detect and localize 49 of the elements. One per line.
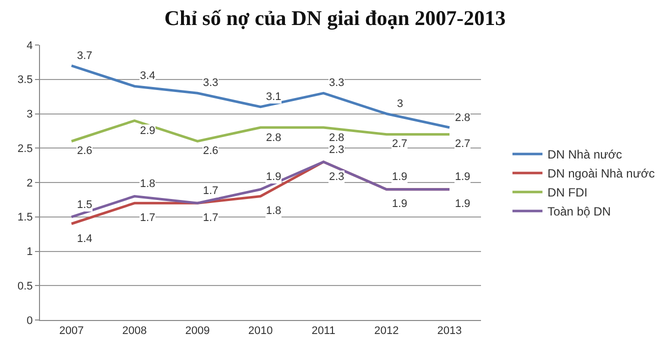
data-label: 3 [397, 98, 404, 110]
x-tick-label: 2008 [122, 325, 147, 338]
legend-label: DN Nhà nước [547, 148, 622, 162]
y-tick-label: 2.5 [18, 142, 33, 155]
data-label: 1.9 [455, 198, 470, 210]
x-tick-label: 2009 [185, 325, 210, 338]
data-label: 2.8 [329, 132, 344, 144]
x-tick-label: 2013 [437, 325, 462, 338]
data-label: 1.9 [455, 171, 470, 183]
data-label: 2.9 [140, 125, 156, 137]
x-tick-label: 2007 [59, 325, 84, 338]
data-label: 1.9 [392, 171, 408, 183]
data-label: 1.4 [77, 233, 92, 245]
legend-label: DN FDI [547, 186, 588, 200]
x-tick-label: 2011 [312, 325, 336, 338]
legend-label: Toàn bộ DN [547, 204, 611, 219]
data-label: 1.8 [140, 178, 156, 190]
data-label: 1.9 [266, 171, 282, 183]
y-tick-label: 0.5 [18, 280, 33, 292]
data-label: 2.3 [329, 171, 344, 183]
data-label: 1.8 [266, 205, 282, 217]
y-tick-label: 0 [26, 314, 33, 327]
data-label: 3.3 [329, 77, 344, 89]
data-label: 2.7 [455, 138, 470, 150]
data-label: 2.7 [392, 138, 408, 150]
chart-title: Chỉ số nợ của DN giai đoạn 2007-2013 [164, 6, 506, 30]
data-label: 3.7 [77, 50, 92, 62]
data-label: 3.1 [266, 91, 282, 103]
data-label: 2.8 [266, 132, 282, 144]
legend-label: DN ngoài Nhà nước [547, 166, 655, 181]
x-tick-label: 2012 [374, 325, 399, 338]
data-label: 2.3 [329, 144, 344, 156]
data-label: 1.5 [77, 199, 92, 211]
data-label: 1.7 [203, 212, 218, 224]
data-label: 2.6 [203, 145, 218, 157]
x-tick-label: 2010 [248, 325, 273, 338]
y-tick-label: 2 [26, 177, 33, 190]
data-label: 2.8 [455, 112, 470, 124]
data-label: 1.9 [392, 198, 408, 210]
y-tick-label: 1.5 [18, 212, 33, 224]
y-tick-label: 4 [26, 40, 33, 52]
y-tick-label: 1 [26, 246, 33, 258]
data-label: 2.6 [77, 145, 92, 157]
data-label: 1.7 [203, 185, 218, 197]
data-label: 1.7 [140, 212, 156, 224]
data-label: 3.4 [140, 70, 156, 82]
data-label: 3.3 [203, 77, 218, 89]
y-tick-label: 3.5 [18, 74, 33, 86]
y-tick-label: 3 [26, 108, 33, 121]
